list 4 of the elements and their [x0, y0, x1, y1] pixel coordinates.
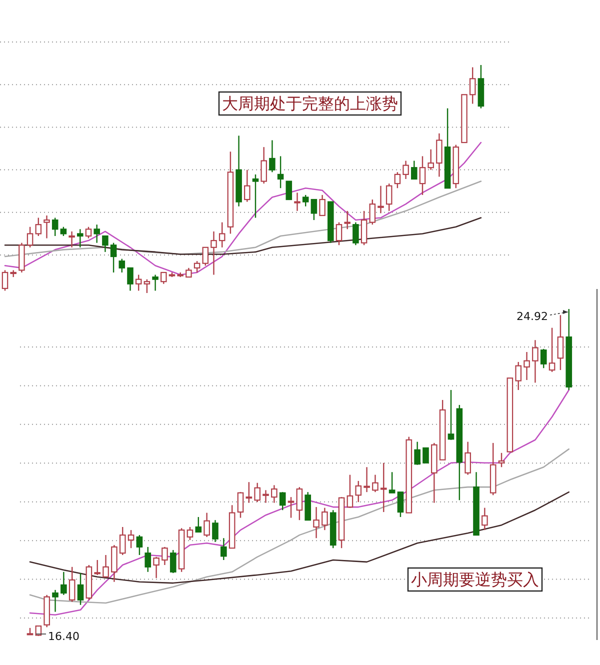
annotation: 16.40: [48, 630, 80, 643]
annotation: 大周期处于完整的上涨势: [222, 94, 398, 113]
annotation: 24.92: [516, 310, 548, 323]
annotation: 小周期要逆势买入: [411, 570, 539, 589]
